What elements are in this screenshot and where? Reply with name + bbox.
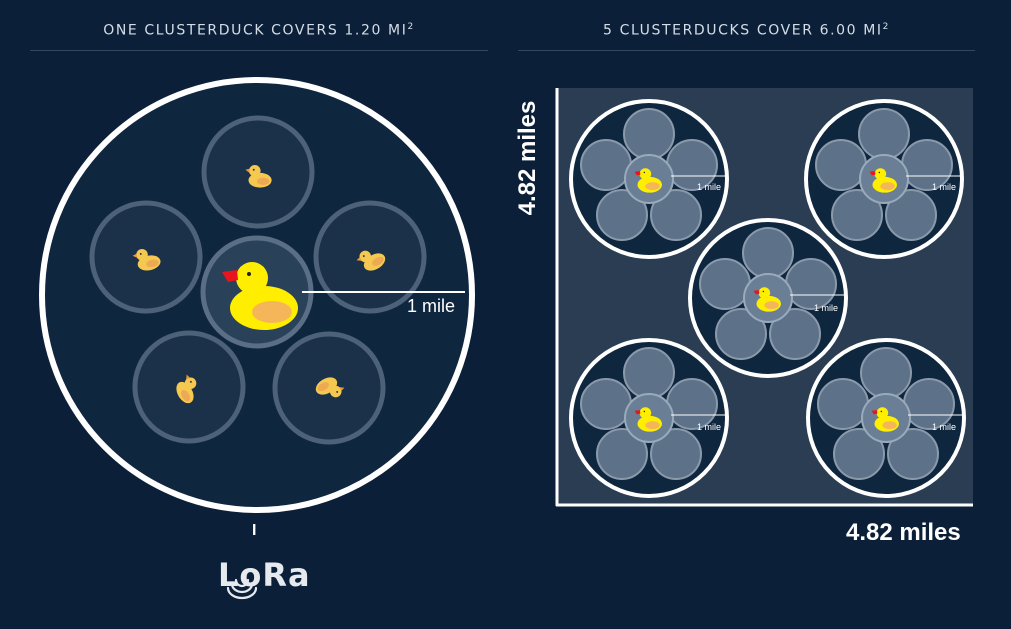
duckling-node-top — [201, 115, 315, 229]
left-panel-title-text: ONE CLUSTERDUCK COVERS 1.20 MI — [103, 22, 408, 39]
y-axis-label: 4.82 miles — [514, 100, 541, 216]
mini-radius-label: 1 mile — [932, 182, 957, 192]
cluster-top-right — [806, 101, 962, 257]
cluster-center — [690, 220, 846, 376]
radius-label: 1 mile — [407, 296, 456, 316]
single-cluster — [39, 77, 475, 513]
lora-logo-icon — [226, 578, 258, 600]
cluster-top-left — [571, 101, 727, 257]
left-panel-title: ONE CLUSTERDUCK COVERS 1.20 MI2 — [30, 22, 488, 39]
mini-radius-label: 1 mile — [697, 182, 722, 192]
papa-duck-node — [200, 235, 314, 349]
right-panel-title-text: 5 CLUSTERDUCKS COVER 6.00 MI — [603, 22, 883, 39]
left-divider — [30, 50, 488, 51]
right-panel-title-sup: 2 — [882, 22, 890, 32]
lora-tick: I — [252, 522, 257, 539]
duckling-node-left — [89, 200, 203, 314]
left-panel-title-sup: 2 — [407, 22, 415, 32]
right-panel-title: 5 CLUSTERDUCKS COVER 6.00 MI2 — [518, 22, 975, 39]
mini-radius-label: 1 mile — [697, 422, 722, 432]
duckling-node-bottom-left — [132, 330, 246, 444]
lora-logo-text: LoRa — [218, 556, 311, 594]
mini-radius-label: 1 mile — [814, 303, 839, 313]
cluster-bottom-right — [808, 340, 964, 496]
right-divider — [518, 50, 975, 51]
x-axis-label: 4.82 miles — [846, 519, 961, 546]
multi-cluster-area — [555, 88, 973, 507]
duckling-node-bottom-right — [272, 331, 386, 445]
mini-radius-label: 1 mile — [932, 422, 957, 432]
cluster-bottom-left — [571, 340, 727, 496]
duckling-node-right — [313, 200, 427, 314]
